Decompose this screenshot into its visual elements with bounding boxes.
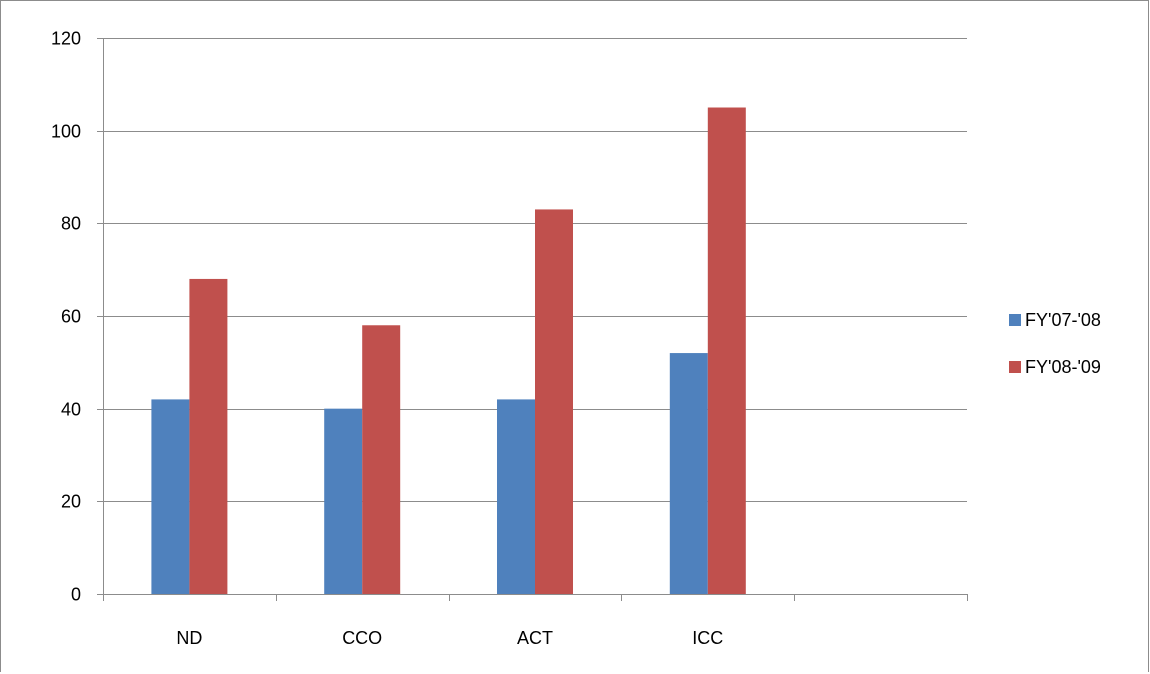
- axes: [97, 38, 968, 601]
- x-tick-label: CCO: [342, 628, 382, 648]
- legend-label: FY'08-'09: [1025, 357, 1101, 377]
- y-tick-label: 20: [61, 492, 81, 512]
- legend: FY'07-'08 FY'08-'09: [1009, 310, 1101, 377]
- legend-label: FY'07-'08: [1025, 310, 1101, 330]
- y-tick-label: 60: [61, 307, 81, 327]
- bar: [669, 353, 708, 594]
- y-tick-label: 0: [71, 585, 81, 605]
- bars: [151, 107, 746, 594]
- y-tick-label: 120: [51, 29, 81, 49]
- y-tick-label: 100: [51, 122, 81, 142]
- bar: [362, 325, 401, 594]
- legend-swatch: [1009, 314, 1021, 326]
- x-tick-labels: ND CCO ACT ICC: [176, 628, 723, 648]
- y-tick-labels: 0 20 40 60 80 100 120: [51, 29, 81, 605]
- bar: [151, 399, 190, 594]
- y-tick-label: 40: [61, 400, 81, 420]
- bar: [535, 209, 573, 594]
- x-tick-label: ICC: [692, 628, 723, 648]
- x-tick-label: ACT: [517, 628, 553, 648]
- y-tick-label: 80: [61, 214, 81, 234]
- bar: [324, 408, 363, 594]
- bar: [189, 278, 228, 594]
- x-tick-label: ND: [176, 628, 202, 648]
- bar: [497, 399, 535, 594]
- legend-swatch: [1009, 361, 1021, 373]
- bar: [707, 107, 746, 594]
